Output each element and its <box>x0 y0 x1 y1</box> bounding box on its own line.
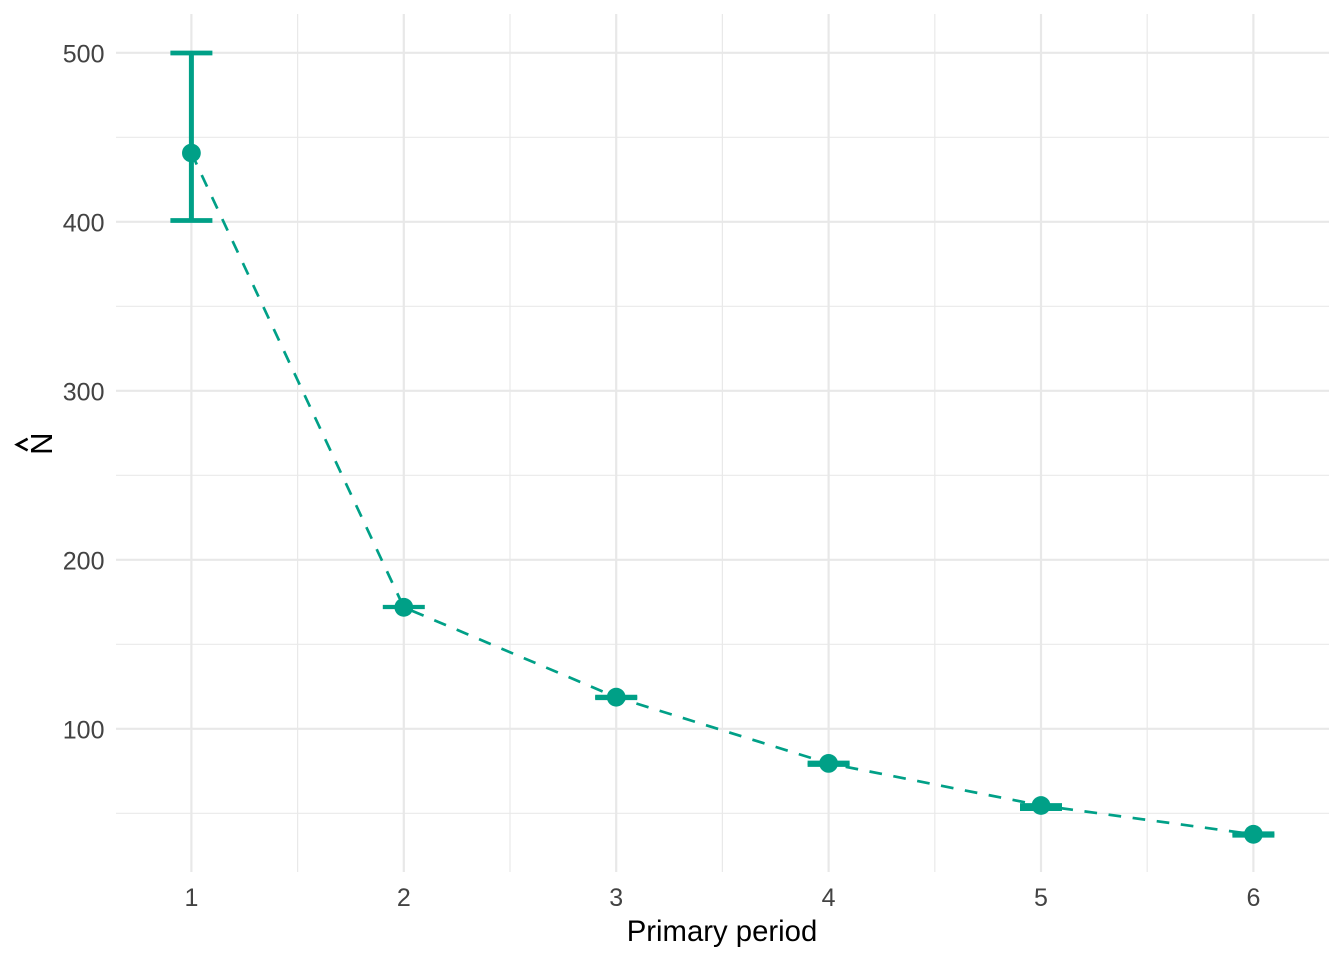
svg-text:6: 6 <box>1246 884 1260 912</box>
svg-text:2: 2 <box>397 884 411 912</box>
svg-text:400: 400 <box>63 210 105 238</box>
svg-text:Primary period: Primary period <box>627 915 818 948</box>
svg-text:100: 100 <box>63 717 105 745</box>
svg-text:1: 1 <box>184 884 198 912</box>
svg-text:200: 200 <box>63 548 105 576</box>
svg-text:N: N <box>24 433 59 455</box>
svg-text:300: 300 <box>63 379 105 407</box>
svg-text:5: 5 <box>1034 884 1048 912</box>
svg-text:500: 500 <box>63 41 105 69</box>
svg-text:3: 3 <box>609 884 623 912</box>
svg-text:4: 4 <box>822 884 836 912</box>
